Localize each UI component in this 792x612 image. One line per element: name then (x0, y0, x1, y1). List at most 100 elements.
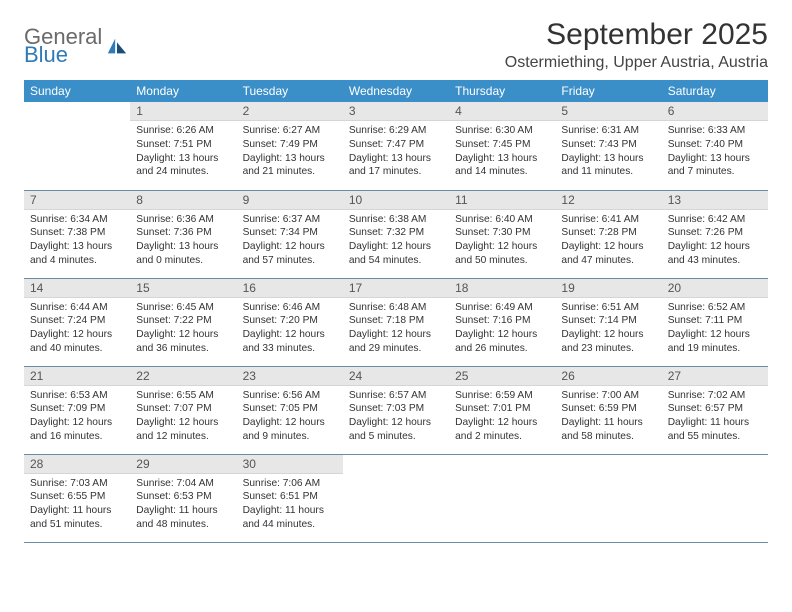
sunset-line: Sunset: 6:51 PM (243, 490, 337, 504)
sunrise-line: Sunrise: 6:31 AM (561, 124, 655, 138)
calendar-cell: 18Sunrise: 6:49 AMSunset: 7:16 PMDayligh… (449, 278, 555, 366)
sunrise-line: Sunrise: 6:48 AM (349, 301, 443, 315)
day-number: 17 (343, 279, 449, 298)
calendar-cell: 25Sunrise: 6:59 AMSunset: 7:01 PMDayligh… (449, 366, 555, 454)
calendar-row: 28Sunrise: 7:03 AMSunset: 6:55 PMDayligh… (24, 454, 768, 542)
daylight-line: Daylight: 13 hours and 4 minutes. (30, 240, 124, 268)
calendar-row: 14Sunrise: 6:44 AMSunset: 7:24 PMDayligh… (24, 278, 768, 366)
day-number: 26 (555, 367, 661, 386)
sunrise-line: Sunrise: 6:37 AM (243, 213, 337, 227)
calendar-cell: 17Sunrise: 6:48 AMSunset: 7:18 PMDayligh… (343, 278, 449, 366)
calendar-cell: 13Sunrise: 6:42 AMSunset: 7:26 PMDayligh… (662, 190, 768, 278)
sunset-line: Sunset: 7:30 PM (455, 226, 549, 240)
sunset-line: Sunset: 7:07 PM (136, 402, 230, 416)
month-title: September 2025 (505, 18, 768, 52)
daylight-line: Daylight: 12 hours and 43 minutes. (668, 240, 762, 268)
daylight-line: Daylight: 12 hours and 50 minutes. (455, 240, 549, 268)
day-details: Sunrise: 6:51 AMSunset: 7:14 PMDaylight:… (555, 298, 661, 362)
day-details: Sunrise: 6:30 AMSunset: 7:45 PMDaylight:… (449, 121, 555, 185)
daylight-line: Daylight: 11 hours and 55 minutes. (668, 416, 762, 444)
sunrise-line: Sunrise: 6:44 AM (30, 301, 124, 315)
day-number: 29 (130, 455, 236, 474)
sunrise-line: Sunrise: 6:42 AM (668, 213, 762, 227)
daylight-line: Daylight: 13 hours and 21 minutes. (243, 152, 337, 180)
calendar-cell (662, 454, 768, 542)
calendar-cell: 29 Sunrise: 7:04 AMSunset: 6:53 PMDayligh… (130, 454, 236, 542)
location: Ostermiething, Upper Austria, Austria (505, 54, 768, 72)
calendar-row: 21Sunrise: 6:53 AMSunset: 7:09 PMDayligh… (24, 366, 768, 454)
daylight-line: Daylight: 12 hours and 12 minutes. (136, 416, 230, 444)
calendar-cell (343, 454, 449, 542)
calendar-cell: 20Sunrise: 6:52 AMSunset: 7:11 PMDayligh… (662, 278, 768, 366)
day-number: 8 (130, 191, 236, 210)
daylight-line: Daylight: 12 hours and 2 minutes. (455, 416, 549, 444)
sunrise-line: Sunrise: 6:34 AM (30, 213, 124, 227)
sunset-line: Sunset: 7:11 PM (668, 314, 762, 328)
day-number: 4 (449, 102, 555, 121)
calendar-cell: 5Sunrise: 6:31 AMSunset: 7:43 PMDaylight… (555, 102, 661, 190)
day-details: Sunrise: 7:02 AMSunset: 6:57 PMDaylight:… (662, 386, 768, 450)
calendar-header-row: SundayMondayTuesdayWednesdayThursdayFrid… (24, 80, 768, 102)
calendar-cell: 28Sunrise: 7:03 AMSunset: 6:55 PMDayligh… (24, 454, 130, 542)
calendar-cell: 27Sunrise: 7:02 AMSunset: 6:57 PMDayligh… (662, 366, 768, 454)
day-number: 11 (449, 191, 555, 210)
sunset-line: Sunset: 7:22 PM (136, 314, 230, 328)
sunrise-line: Sunrise: 7:02 AM (668, 389, 762, 403)
sunrise-line: Sunrise: 6:41 AM (561, 213, 655, 227)
day-details: Sunrise: 6:57 AMSunset: 7:03 PMDaylight:… (343, 386, 449, 450)
day-details: Sunrise: 7:00 AMSunset: 6:59 PMDaylight:… (555, 386, 661, 450)
day-details: Sunrise: 6:26 AMSunset: 7:51 PMDaylight:… (130, 121, 236, 185)
day-number: 14 (24, 279, 130, 298)
daylight-line: Daylight: 11 hours and 44 minutes. (243, 504, 337, 532)
daylight-line: Daylight: 12 hours and 54 minutes. (349, 240, 443, 268)
day-details: Sunrise: 6:37 AMSunset: 7:34 PMDaylight:… (237, 210, 343, 274)
day-details: Sunrise: 6:34 AMSunset: 7:38 PMDaylight:… (24, 210, 130, 274)
day-details: Sunrise: 6:44 AMSunset: 7:24 PMDaylight:… (24, 298, 130, 362)
day-details: Sunrise: 6:36 AMSunset: 7:36 PMDaylight:… (130, 210, 236, 274)
calendar-cell: 8Sunrise: 6:36 AMSunset: 7:36 PMDaylight… (130, 190, 236, 278)
calendar-cell: 10Sunrise: 6:38 AMSunset: 7:32 PMDayligh… (343, 190, 449, 278)
calendar-cell: 1Sunrise: 6:26 AMSunset: 7:51 PMDaylight… (130, 102, 236, 190)
day-number: 22 (130, 367, 236, 386)
day-details: Sunrise: 7:03 AMSunset: 6:55 PMDaylight:… (24, 474, 130, 538)
day-details: Sunrise: 6:46 AMSunset: 7:20 PMDaylight:… (237, 298, 343, 362)
sunset-line: Sunset: 7:47 PM (349, 138, 443, 152)
sunset-line: Sunset: 7:16 PM (455, 314, 549, 328)
sunrise-line: Sunrise: 7:04 AM (136, 477, 230, 491)
calendar-cell: 16Sunrise: 6:46 AMSunset: 7:20 PMDayligh… (237, 278, 343, 366)
sunset-line: Sunset: 6:53 PM (136, 490, 230, 504)
sunset-line: Sunset: 7:45 PM (455, 138, 549, 152)
daylight-line: Daylight: 13 hours and 0 minutes. (136, 240, 230, 268)
day-details: Sunrise: 6:53 AMSunset: 7:09 PMDaylight:… (24, 386, 130, 450)
sunrise-line: Sunrise: 7:03 AM (30, 477, 124, 491)
day-number: 10 (343, 191, 449, 210)
calendar-cell (555, 454, 661, 542)
day-number: 15 (130, 279, 236, 298)
sunrise-line: Sunrise: 6:55 AM (136, 389, 230, 403)
calendar-cell: 2Sunrise: 6:27 AMSunset: 7:49 PMDaylight… (237, 102, 343, 190)
calendar-cell: 30Sunrise: 7:06 AMSunset: 6:51 PMDayligh… (237, 454, 343, 542)
daylight-line: Daylight: 12 hours and 26 minutes. (455, 328, 549, 356)
daylight-line: Daylight: 11 hours and 48 minutes. (136, 504, 230, 532)
calendar-cell: 3Sunrise: 6:29 AMSunset: 7:47 PMDaylight… (343, 102, 449, 190)
sunrise-line: Sunrise: 6:29 AM (349, 124, 443, 138)
day-details: Sunrise: 6:41 AMSunset: 7:28 PMDaylight:… (555, 210, 661, 274)
calendar-cell: 14Sunrise: 6:44 AMSunset: 7:24 PMDayligh… (24, 278, 130, 366)
day-number: 18 (449, 279, 555, 298)
sunset-line: Sunset: 7:34 PM (243, 226, 337, 240)
day-details: Sunrise: 6:49 AMSunset: 7:16 PMDaylight:… (449, 298, 555, 362)
sunrise-line: Sunrise: 6:36 AM (136, 213, 230, 227)
daylight-line: Daylight: 11 hours and 58 minutes. (561, 416, 655, 444)
day-details: Sunrise: 6:42 AMSunset: 7:26 PMDaylight:… (662, 210, 768, 274)
sunrise-line: Sunrise: 6:45 AM (136, 301, 230, 315)
daylight-line: Daylight: 12 hours and 33 minutes. (243, 328, 337, 356)
day-number: 25 (449, 367, 555, 386)
logo: General Blue (24, 18, 128, 66)
day-header: Wednesday (343, 80, 449, 102)
daylight-line: Daylight: 13 hours and 17 minutes. (349, 152, 443, 180)
day-number: 6 (662, 102, 768, 121)
day-number: 19 (555, 279, 661, 298)
sunrise-line: Sunrise: 6:57 AM (349, 389, 443, 403)
sunset-line: Sunset: 7:20 PM (243, 314, 337, 328)
day-details: Sunrise: 6:33 AMSunset: 7:40 PMDaylight:… (662, 121, 768, 185)
